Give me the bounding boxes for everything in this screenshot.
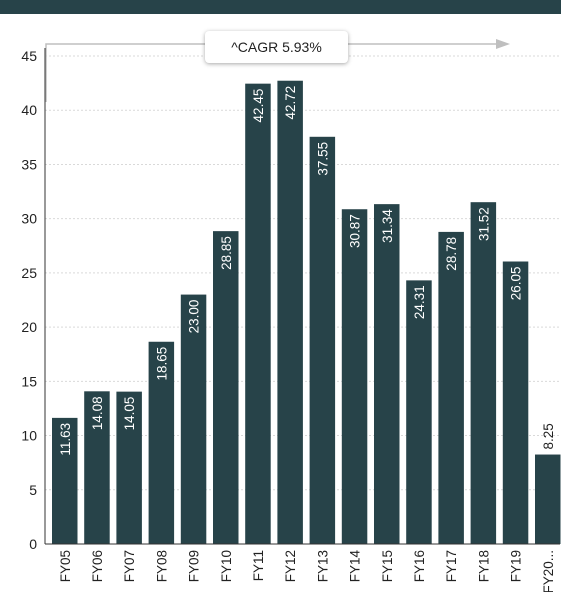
data-label: 31.34	[380, 209, 395, 243]
bar	[180, 294, 207, 544]
data-label: 26.05	[509, 267, 524, 301]
x-tick-label: FY07	[122, 550, 137, 582]
data-label: 42.45	[251, 89, 266, 123]
bar	[374, 204, 400, 544]
cagr-arrow	[45, 39, 510, 102]
data-label: 37.55	[315, 142, 330, 176]
bar	[502, 261, 529, 544]
data-label: 30.87	[348, 214, 363, 248]
y-tick-label: 20	[21, 319, 37, 335]
data-label: 28.85	[219, 236, 234, 270]
y-tick-label: 0	[29, 536, 37, 552]
y-tick-label: 35	[21, 156, 37, 172]
bar	[213, 231, 239, 545]
x-tick-label: FY11	[251, 550, 266, 581]
x-tick-label: FY14	[348, 550, 363, 583]
data-label: 14.08	[90, 396, 105, 430]
x-tick-label: FY06	[90, 550, 105, 582]
x-tick-label: FY08	[154, 550, 169, 582]
bar	[116, 391, 142, 544]
bar	[438, 231, 464, 544]
x-tick-label: FY15	[380, 550, 395, 582]
x-tick-label: FY16	[412, 550, 427, 582]
data-label: 11.63	[58, 423, 73, 456]
data-label: 31.52	[476, 207, 491, 241]
y-tick-label: 40	[21, 102, 37, 118]
x-tick-label: FY05	[58, 550, 73, 582]
cagr-annotation: ^CAGR 5.93%	[205, 31, 348, 63]
axes: 0 5 10 15 20 25 30 35 40 45 FY05 FY06 FY07 FY08 FY09 FY…	[21, 48, 560, 592]
bar	[470, 202, 497, 544]
x-tick-label: FY19	[509, 550, 524, 582]
data-label: 42.72	[283, 86, 298, 120]
bar	[406, 280, 432, 544]
x-tick-label: FY10	[219, 550, 234, 582]
data-label: 8.25	[541, 423, 556, 449]
bar	[245, 83, 271, 545]
bar	[535, 454, 561, 544]
x-tick-label: FY20...	[541, 550, 556, 592]
cagr-arrowhead	[496, 39, 510, 49]
bars	[52, 80, 561, 545]
bar	[309, 136, 336, 544]
bar	[148, 341, 175, 544]
x-tick-label: FY12	[283, 550, 298, 582]
cagr-label: ^CAGR 5.93%	[231, 39, 322, 55]
x-tick-label: FY17	[444, 550, 459, 582]
data-label: 23.00	[187, 300, 202, 334]
data-label: 28.78	[444, 237, 459, 271]
x-tick-label: FY18	[476, 550, 491, 582]
data-label: 18.65	[154, 347, 169, 381]
bar	[84, 391, 110, 544]
y-tick-label: 45	[21, 48, 37, 64]
y-tick-label: 10	[21, 428, 37, 444]
cagr-arrow-line-left	[45, 43, 205, 102]
x-tick-label: FY09	[187, 550, 202, 582]
y-tick-label: 15	[21, 373, 37, 389]
data-label: 24.31	[412, 285, 427, 319]
x-tick-label: FY13	[315, 550, 330, 582]
data-labels: 11.63 14.08 14.05 18.65 23.00 28.85 42.45 42.72…	[58, 86, 556, 456]
y-tick-label: 5	[29, 482, 37, 498]
bar	[277, 80, 303, 544]
title-bar	[0, 0, 561, 14]
bar	[341, 209, 368, 544]
data-label: 14.05	[122, 397, 137, 431]
y-tick-label: 25	[21, 265, 37, 281]
bar	[52, 417, 78, 544]
y-tick-label: 30	[21, 211, 37, 227]
